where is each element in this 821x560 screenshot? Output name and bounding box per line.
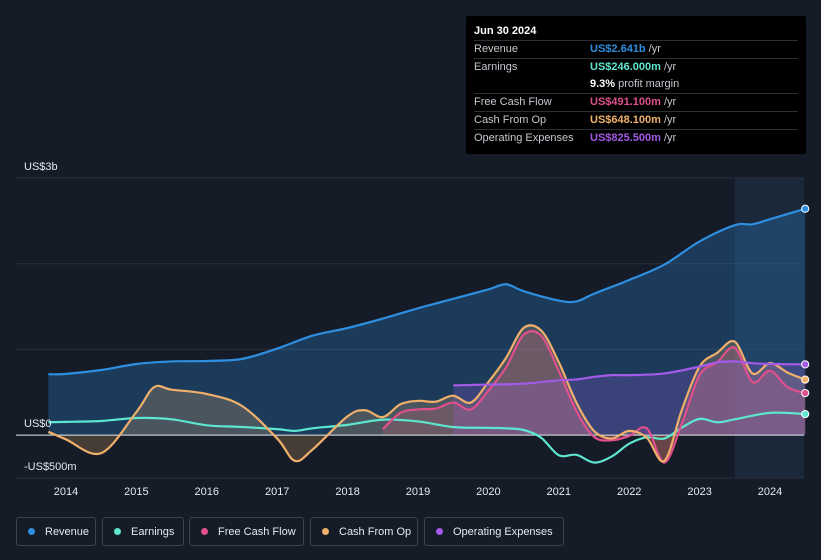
x-tick-label: 2017 xyxy=(265,486,289,498)
x-tick-label: 2015 xyxy=(124,486,148,498)
gridlines xyxy=(16,177,804,479)
legend-dot-icon xyxy=(322,528,329,535)
legend-dot-icon xyxy=(28,528,35,535)
legend-dot-icon xyxy=(201,528,208,535)
tooltip-row-unit: /yr xyxy=(663,96,677,108)
tooltip-row-label: Revenue xyxy=(474,43,519,55)
x-tick-label: 2014 xyxy=(54,486,78,498)
x-tick-label: 2019 xyxy=(406,486,430,498)
tooltip-date: Jun 30 2024 xyxy=(474,25,537,37)
tooltip-row: Free Cash Flow US$491.100m/yr xyxy=(474,93,798,111)
tooltip-row-label: Cash From Op xyxy=(474,114,547,126)
legend-item-earnings[interactable]: Earnings xyxy=(102,517,184,546)
tooltip-row-unit: profit margin xyxy=(618,78,680,90)
legend-label: Cash From Op xyxy=(339,525,412,538)
x-tick-label: 2022 xyxy=(617,486,641,498)
tooltip-row-unit: /yr xyxy=(663,61,677,73)
tooltip-row: Operating Expenses US$825.500m/yr xyxy=(474,129,798,147)
x-tick-label: 2016 xyxy=(195,486,219,498)
x-tick-label: 2024 xyxy=(758,486,782,498)
x-axis-labels: 2014 2015 2016 2017 2018 2019 2020 2021 2022 2023… xyxy=(54,486,782,498)
y-tick-label: US$3b xyxy=(24,161,58,173)
tooltip-row-unit: /yr xyxy=(663,132,677,144)
tooltip-row: 9.3% profit margin xyxy=(474,76,798,93)
cash-from-op-line xyxy=(47,324,806,463)
series-lines xyxy=(47,207,806,464)
y-tick-label: -US$500m xyxy=(24,461,77,473)
x-tick-label: 2023 xyxy=(687,486,711,498)
revenue-end-dot[interactable] xyxy=(801,204,810,213)
y-axis-labels: US$3b US$0 -US$500m xyxy=(24,161,77,473)
tooltip-row: Cash From Op US$648.100m/yr xyxy=(474,111,798,129)
tooltip-row-unit: /yr xyxy=(663,114,677,126)
forecast-band xyxy=(734,178,804,478)
legend-item-revenue[interactable]: Revenue xyxy=(16,517,96,546)
earnings-line xyxy=(48,411,806,464)
tooltip-row-value: US$648.100m xyxy=(590,114,661,126)
x-tick-label: 2021 xyxy=(547,486,571,498)
cash-from-op-end-dot[interactable] xyxy=(801,375,810,384)
legend-label: Earnings xyxy=(131,525,175,538)
legend-label: Revenue xyxy=(45,525,90,538)
legend-label: Free Cash Flow xyxy=(218,525,296,538)
legend-label: Operating Expenses xyxy=(453,525,553,538)
tooltip-row-value: US$2.641b xyxy=(590,43,646,55)
y-tick-label: US$0 xyxy=(24,418,52,430)
free-cash-flow-end-dot[interactable] xyxy=(801,388,810,398)
tooltip-row-unit: /yr xyxy=(648,43,661,55)
operating-expenses-line xyxy=(453,360,806,387)
earnings-end-dot[interactable] xyxy=(801,409,810,419)
x-tick-label: 2020 xyxy=(476,486,500,498)
legend-dot-icon xyxy=(436,528,443,535)
tooltip-row-value: 9.3% xyxy=(590,78,616,90)
tooltip-row: Earnings US$246.000m/yr xyxy=(474,58,798,76)
operating-expenses-end-dot[interactable] xyxy=(801,360,810,369)
series-end-dots xyxy=(801,204,810,419)
x-tick-label: 2018 xyxy=(335,486,359,498)
legend-dot-icon xyxy=(114,528,121,535)
legend-item-free-cash-flow[interactable]: Free Cash Flow xyxy=(189,517,304,546)
free-cash-flow-area xyxy=(382,331,806,463)
tooltip-row-value: US$491.100m xyxy=(590,96,661,108)
tooltip-row-label: Earnings xyxy=(474,61,518,73)
tooltip-row-value: US$246.000m xyxy=(590,61,661,73)
revenue-area xyxy=(48,208,806,436)
tooltip-row-label: Operating Expenses xyxy=(474,132,574,144)
tooltip-row-value: US$825.500m xyxy=(590,132,661,144)
tooltip-row-label: Free Cash Flow xyxy=(474,96,552,108)
revenue-line xyxy=(48,207,806,376)
legend-item-cash-from-op[interactable]: Cash From Op xyxy=(310,517,418,546)
tooltip: Jun 30 2024 Revenue US$2.641b/yr Earnings U… xyxy=(466,16,806,154)
tooltip-row: Revenue US$2.641b/yr xyxy=(474,40,798,58)
operating-expenses-area xyxy=(453,361,806,436)
free-cash-flow-line xyxy=(382,329,806,464)
legend-item-operating-expenses[interactable]: Operating Expenses xyxy=(424,517,564,546)
tooltip-rows: Revenue US$2.641b/yr Earnings US$246.000m/y… xyxy=(474,40,798,147)
